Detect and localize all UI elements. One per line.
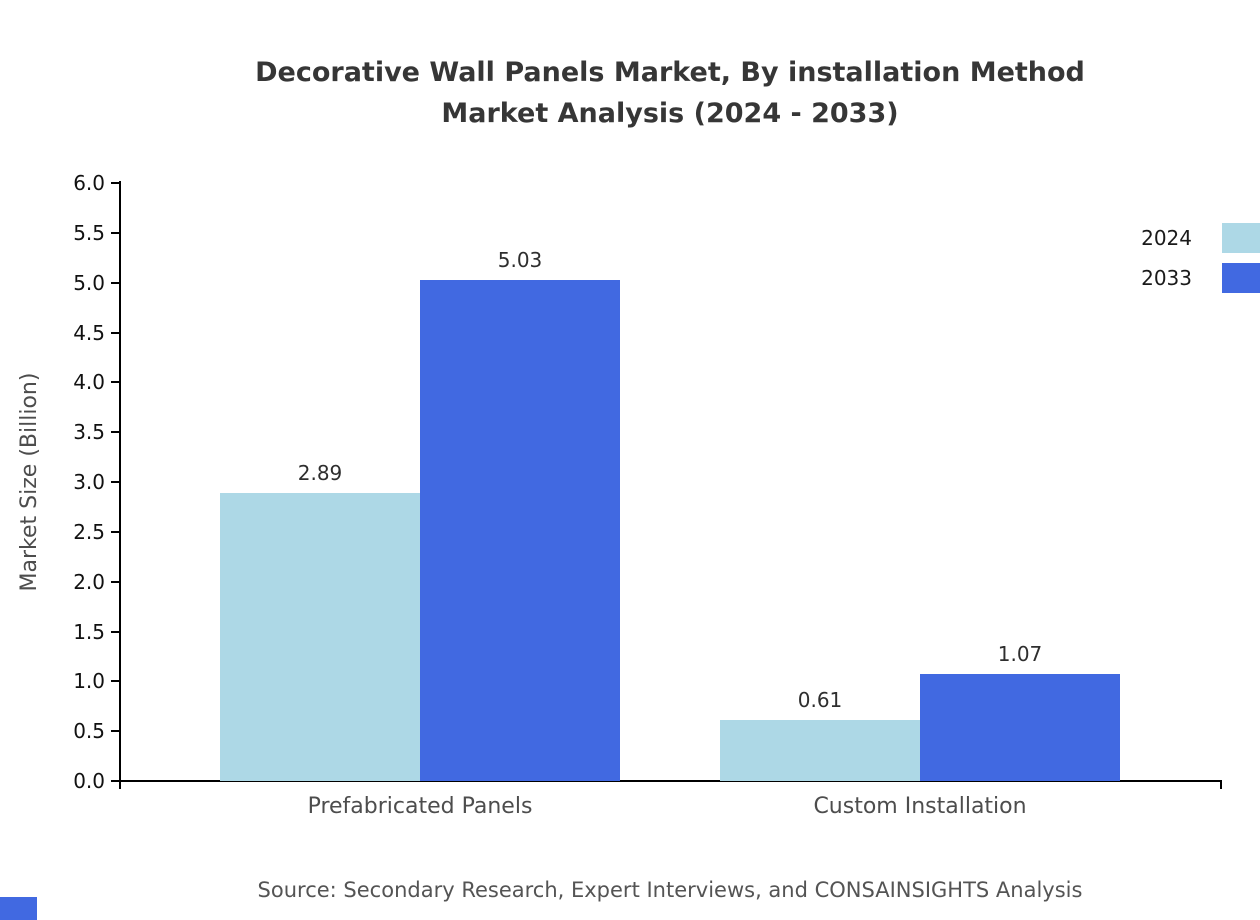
y-tick-label: 0.0	[73, 769, 105, 793]
bar-2033-custom-installation	[920, 674, 1120, 781]
y-tick-mark	[111, 331, 120, 334]
logo-fragment	[0, 897, 37, 920]
y-tick-mark	[111, 630, 120, 633]
y-tick-label: 4.5	[73, 320, 105, 345]
y-tick-mark	[111, 530, 120, 533]
y-tick-label: 3.0	[73, 470, 105, 494]
legend-item-2024: 2024	[1141, 222, 1260, 254]
y-axis-spine	[119, 181, 121, 789]
y-tick-mark	[111, 381, 120, 384]
legend-item-2033: 2033	[1141, 262, 1260, 294]
legend-swatch-2024	[1222, 223, 1260, 253]
chart-title-line2: Market Analysis (2024 - 2033)	[441, 98, 899, 129]
y-tick-label: 4.0	[73, 370, 105, 395]
source-note: Source: Secondary Research, Expert Inter…	[257, 878, 1083, 902]
y-tick-label: 5.5	[73, 220, 105, 245]
legend-swatch-2033	[1222, 263, 1260, 293]
x-category-label: Custom Installation	[813, 794, 1027, 819]
y-tick-mark	[111, 431, 120, 434]
chart-title-line1: Decorative Wall Panels Market, By instal…	[255, 57, 1085, 88]
y-tick-mark	[111, 730, 120, 733]
bar-value-label: 0.61	[797, 688, 843, 713]
y-tick-mark	[111, 182, 120, 184]
bar-2033-prefabricated-panels	[420, 279, 620, 781]
y-tick-label: 2.0	[73, 569, 105, 594]
x-category-label: Prefabricated Panels	[307, 794, 533, 819]
y-tick-mark	[111, 580, 120, 583]
y-tick-label: 5.0	[73, 270, 105, 295]
y-tick-label: 2.5	[73, 519, 105, 544]
chart-title: Decorative Wall Panels Market, By instal…	[120, 52, 1220, 134]
x-axis-end-tick	[1220, 780, 1222, 789]
y-tick-mark	[111, 231, 120, 234]
y-tick-label: 1.0	[73, 669, 105, 694]
y-tick-mark	[111, 481, 120, 483]
x-axis-spine	[119, 780, 1222, 782]
bar-value-label: 2.89	[297, 460, 343, 485]
bar-2024-custom-installation	[720, 720, 920, 781]
y-tick-label: 3.5	[73, 420, 105, 445]
y-tick-mark	[111, 281, 120, 284]
y-tick-label: 0.5	[73, 719, 105, 744]
bar-2024-prefabricated-panels	[220, 492, 420, 781]
y-tick-label: 1.5	[73, 619, 105, 644]
bar-value-label: 1.07	[997, 642, 1043, 667]
legend-label: 2033	[1141, 266, 1192, 290]
y-tick-mark	[111, 780, 120, 782]
legend-label: 2024	[1141, 226, 1192, 250]
bar-value-label: 5.03	[497, 247, 543, 272]
y-tick-mark	[111, 680, 120, 683]
y-tick-label: 6.0	[73, 171, 105, 195]
